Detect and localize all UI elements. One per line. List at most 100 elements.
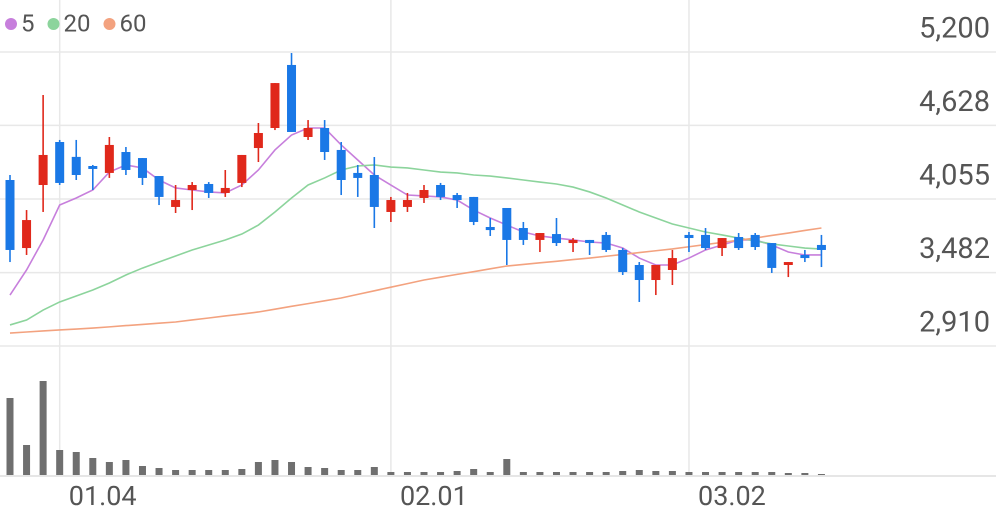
candle-body <box>618 249 628 273</box>
candle-body <box>204 183 214 193</box>
candle-body <box>518 228 528 240</box>
volume-bar <box>817 474 825 475</box>
volume-bar <box>437 472 445 475</box>
volume-bar <box>586 472 594 475</box>
candle-body <box>137 158 147 178</box>
y-tick-label: 2,910 <box>919 306 990 340</box>
volume-bar <box>72 452 80 475</box>
volume-bar <box>221 470 229 475</box>
candle-body <box>237 154 247 183</box>
legend-label: 5 <box>21 9 35 37</box>
candle-body <box>734 237 744 249</box>
candle-body <box>320 128 330 153</box>
volume-bar <box>89 458 97 475</box>
volume-bar <box>453 471 461 475</box>
candle-body <box>369 174 379 207</box>
candle-body <box>502 207 512 240</box>
candle-body <box>171 200 181 207</box>
volume-bar <box>768 472 776 475</box>
candle-body <box>701 234 711 249</box>
x-tick-label: 01.04 <box>69 480 137 512</box>
volume-bar <box>735 472 743 475</box>
candle-body <box>386 200 396 212</box>
candle-body <box>800 254 810 259</box>
volume-bar <box>138 466 146 475</box>
volume-bar <box>702 472 710 475</box>
volume-bar <box>155 468 163 475</box>
candle-body <box>816 244 826 250</box>
candle-body <box>38 154 48 186</box>
volume-bar <box>503 459 511 475</box>
volume-bar <box>619 471 627 475</box>
volume-bar <box>652 471 660 475</box>
candle-body <box>551 234 561 244</box>
candle-body <box>568 239 578 244</box>
candle-body <box>71 156 81 175</box>
legend-label: 60 <box>119 9 146 37</box>
volume-bar <box>387 472 395 475</box>
candle-body <box>667 258 677 270</box>
x-tick-label: 03.02 <box>698 480 766 512</box>
candle-body <box>187 185 197 191</box>
candle-body <box>717 238 727 249</box>
legend-swatch <box>5 18 17 30</box>
volume-bar <box>602 472 610 475</box>
candle-body <box>651 264 661 281</box>
candle-body <box>585 239 595 244</box>
volume-bar <box>271 460 279 475</box>
volume-bar <box>751 472 759 475</box>
volume-bar <box>569 472 577 475</box>
candle-body <box>684 234 694 239</box>
volume-bar <box>354 470 362 475</box>
volume-bar <box>470 469 478 475</box>
volume-bar <box>23 445 31 475</box>
volume-bar <box>718 472 726 475</box>
candle-body <box>220 187 230 193</box>
volume-bar <box>685 472 693 475</box>
volume-bar <box>519 472 527 475</box>
ma-line <box>9 227 822 334</box>
volume-bar <box>56 450 64 475</box>
y-tick-label: 4,628 <box>919 85 990 119</box>
candle-body <box>485 226 495 231</box>
volume-bar <box>205 470 213 475</box>
volume-bar <box>254 462 262 475</box>
volume-bar <box>238 469 246 475</box>
candle-body <box>270 83 280 129</box>
candle-body <box>154 176 164 197</box>
volume-bar <box>105 462 113 475</box>
volume-bar <box>172 470 180 475</box>
volume-bar <box>39 381 47 475</box>
volume-bar <box>337 470 345 475</box>
volume-bar <box>486 472 494 475</box>
volume-bar <box>420 472 428 475</box>
ma-line <box>9 164 822 326</box>
volume-bar <box>6 398 14 475</box>
volume-bar <box>668 471 676 475</box>
y-tick-label: 5,200 <box>919 12 990 46</box>
volume-bar <box>122 460 130 475</box>
candle-body <box>121 152 131 170</box>
candle-body <box>419 190 429 198</box>
volume-bar <box>288 462 296 475</box>
candle-body <box>303 128 313 137</box>
candle-body <box>436 185 446 197</box>
candle-body <box>634 264 644 281</box>
volume-bar <box>321 468 329 475</box>
volume-bar <box>552 472 560 475</box>
volume-bar <box>304 467 312 475</box>
candle-body <box>5 179 15 250</box>
candle-body <box>535 233 545 240</box>
candle-body <box>55 141 65 183</box>
volume-bar <box>801 473 809 475</box>
y-tick-label: 3,482 <box>919 232 990 266</box>
candle-body <box>452 195 462 201</box>
candle-body <box>402 200 412 207</box>
candle-body <box>253 133 263 149</box>
volume-bar <box>403 472 411 475</box>
volume-bar <box>370 467 378 475</box>
legend-label: 20 <box>64 9 91 37</box>
candle-body <box>767 243 777 268</box>
